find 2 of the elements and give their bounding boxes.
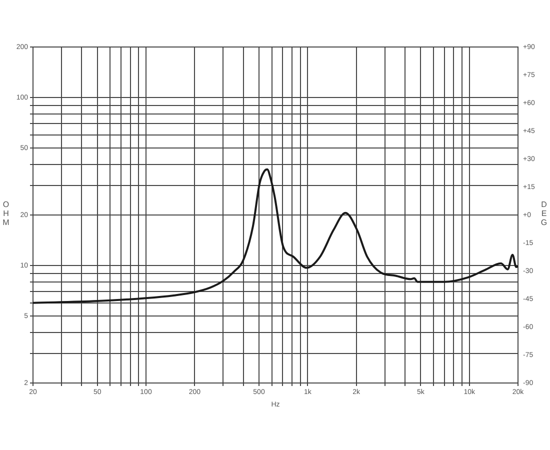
y2-axis-title: DEG xyxy=(540,200,548,227)
y-axis-title: OHM xyxy=(2,200,10,227)
